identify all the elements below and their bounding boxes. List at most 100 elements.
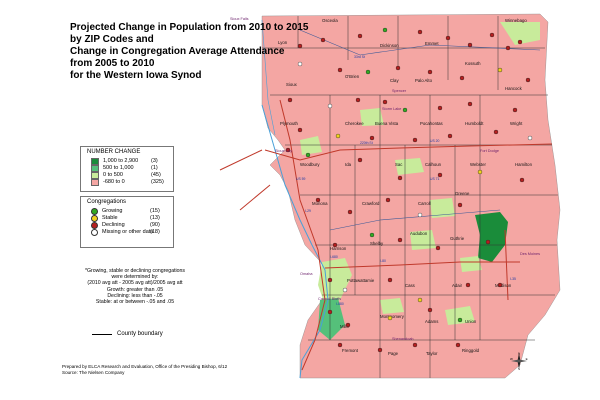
congregation-declining	[320, 37, 326, 43]
growth-area-light-5	[460, 256, 482, 272]
congregation-declining	[437, 105, 443, 111]
congregation-declining	[297, 127, 303, 133]
congregation-missing	[527, 135, 533, 141]
county-label: Woodbury	[300, 162, 320, 167]
county-label: Page	[388, 351, 399, 356]
congregation-declining	[397, 175, 403, 181]
highway-label: I-35	[510, 277, 516, 281]
boundary-line-icon	[92, 333, 112, 335]
congregation-growing	[457, 317, 463, 323]
county-label: Hamilton	[515, 162, 533, 167]
title-line: for the Western Iowa Synod	[70, 70, 202, 81]
growing-dot-icon	[91, 208, 98, 215]
legend-swatch	[91, 179, 99, 186]
county-boundary-legend: County boundary	[92, 331, 163, 337]
highway-label: I-880	[336, 302, 344, 306]
congregation-growing	[382, 27, 388, 33]
county-label: Harrison	[330, 246, 347, 251]
legend-label: -680 to 0	[103, 179, 125, 185]
boundary-label: County boundary	[117, 331, 163, 337]
legend-item: 0 to 500 (45)	[91, 172, 173, 179]
congregation-stable	[387, 315, 393, 321]
city-label: Sioux Falls	[230, 17, 249, 21]
congregation-declining	[337, 67, 343, 73]
county-label: Audubon	[410, 231, 428, 236]
county-label: Mills	[340, 324, 349, 329]
county-label: O'Brien	[345, 74, 360, 79]
congregation-declining	[525, 77, 531, 83]
highways	[219, 29, 553, 371]
county-label: Pottawattamie	[347, 278, 375, 283]
title-line: from 2005 to 2010	[70, 58, 155, 69]
congregation-declining	[357, 33, 363, 39]
county-label: Buena Vista	[375, 121, 399, 126]
growth-area-light-1	[360, 108, 384, 126]
legend-count: (1)	[151, 165, 158, 171]
county-label: Guthrie	[450, 236, 465, 241]
legend-count: (45)	[151, 172, 161, 178]
declining-dot-icon	[91, 222, 98, 229]
county-label: Osceola	[322, 18, 338, 23]
city-label: Storm Lake	[382, 107, 401, 111]
compass-s: S	[518, 367, 520, 370]
congregation-declining	[427, 307, 433, 313]
method-line: Declining: less than -.05	[107, 292, 163, 299]
compass-n: N	[518, 352, 520, 356]
legend-label: Missing or other data	[102, 229, 154, 235]
congregation-declining	[412, 137, 418, 143]
county-label: Lyon	[278, 40, 288, 45]
congregation-stable	[497, 67, 503, 73]
county-label: Hancock	[505, 86, 523, 91]
highway-label: 220th St	[360, 141, 373, 145]
legend-congregations: Congregations Growing (15) Stable (13) D…	[80, 196, 174, 248]
methodology-note: *Growing, stable or declining congregati…	[80, 268, 190, 305]
congregation-stable	[335, 133, 341, 139]
county-label: Webster	[470, 162, 486, 167]
congregation-declining	[459, 75, 465, 81]
credit-line: Source: The Nielsen Company	[62, 370, 125, 375]
congregation-declining	[297, 43, 303, 49]
congregation-declining	[455, 342, 461, 348]
county-label: Taylor	[426, 351, 438, 356]
county-label: Union	[465, 319, 477, 324]
congregation-declining	[485, 239, 491, 245]
congregation-growing	[402, 107, 408, 113]
missing-dot-icon	[91, 229, 98, 236]
county-label: Calhoun	[425, 162, 442, 167]
stable-dot-icon	[91, 215, 98, 222]
congregation-growing	[365, 69, 371, 75]
growth-area-light-2	[395, 158, 424, 175]
method-line: Growth: greater than .05	[106, 286, 164, 293]
highway-labels: 33rd St I-29 I-80 I-35 220th St I-680 I-…	[296, 55, 516, 306]
legend-item: Stable (13)	[91, 215, 173, 222]
congregation-declining	[355, 97, 361, 103]
method-line: *Growing, stable or declining congregati…	[84, 268, 186, 274]
county-label: Greene	[455, 191, 470, 196]
county-label: Adams	[425, 319, 438, 324]
legend-item: Declining (90)	[91, 222, 173, 229]
county-label: Wright	[510, 121, 523, 126]
county-label: Sioux	[286, 82, 298, 87]
legend-swatch	[91, 165, 99, 172]
congregation-declining	[285, 147, 291, 153]
congregation-declining	[287, 97, 293, 103]
big-sioux-river	[261, 19, 276, 136]
growth-area-light-ne	[500, 22, 540, 45]
legend-heading: Congregations	[87, 199, 127, 205]
growth-area-light-cb	[318, 298, 345, 340]
legend-item: -680 to 0 (325)	[91, 179, 173, 186]
congregation-declining	[467, 42, 473, 48]
legend-label: Declining	[102, 222, 125, 228]
legend-label: 1,000 to 2,900	[103, 158, 139, 164]
legend-label: 500 to 1,000	[103, 165, 134, 171]
legend-count: (15)	[150, 208, 160, 214]
congregation-missing	[297, 61, 303, 67]
congregation-growing	[305, 152, 311, 158]
county-label: Crawford	[362, 201, 380, 206]
legend-count: (325)	[151, 179, 164, 185]
legend-label: Stable	[102, 215, 118, 221]
congregation-declining	[437, 172, 443, 178]
legend-swatch	[91, 172, 99, 179]
congregation-declining	[412, 342, 418, 348]
growth-area-light-6	[300, 136, 322, 155]
